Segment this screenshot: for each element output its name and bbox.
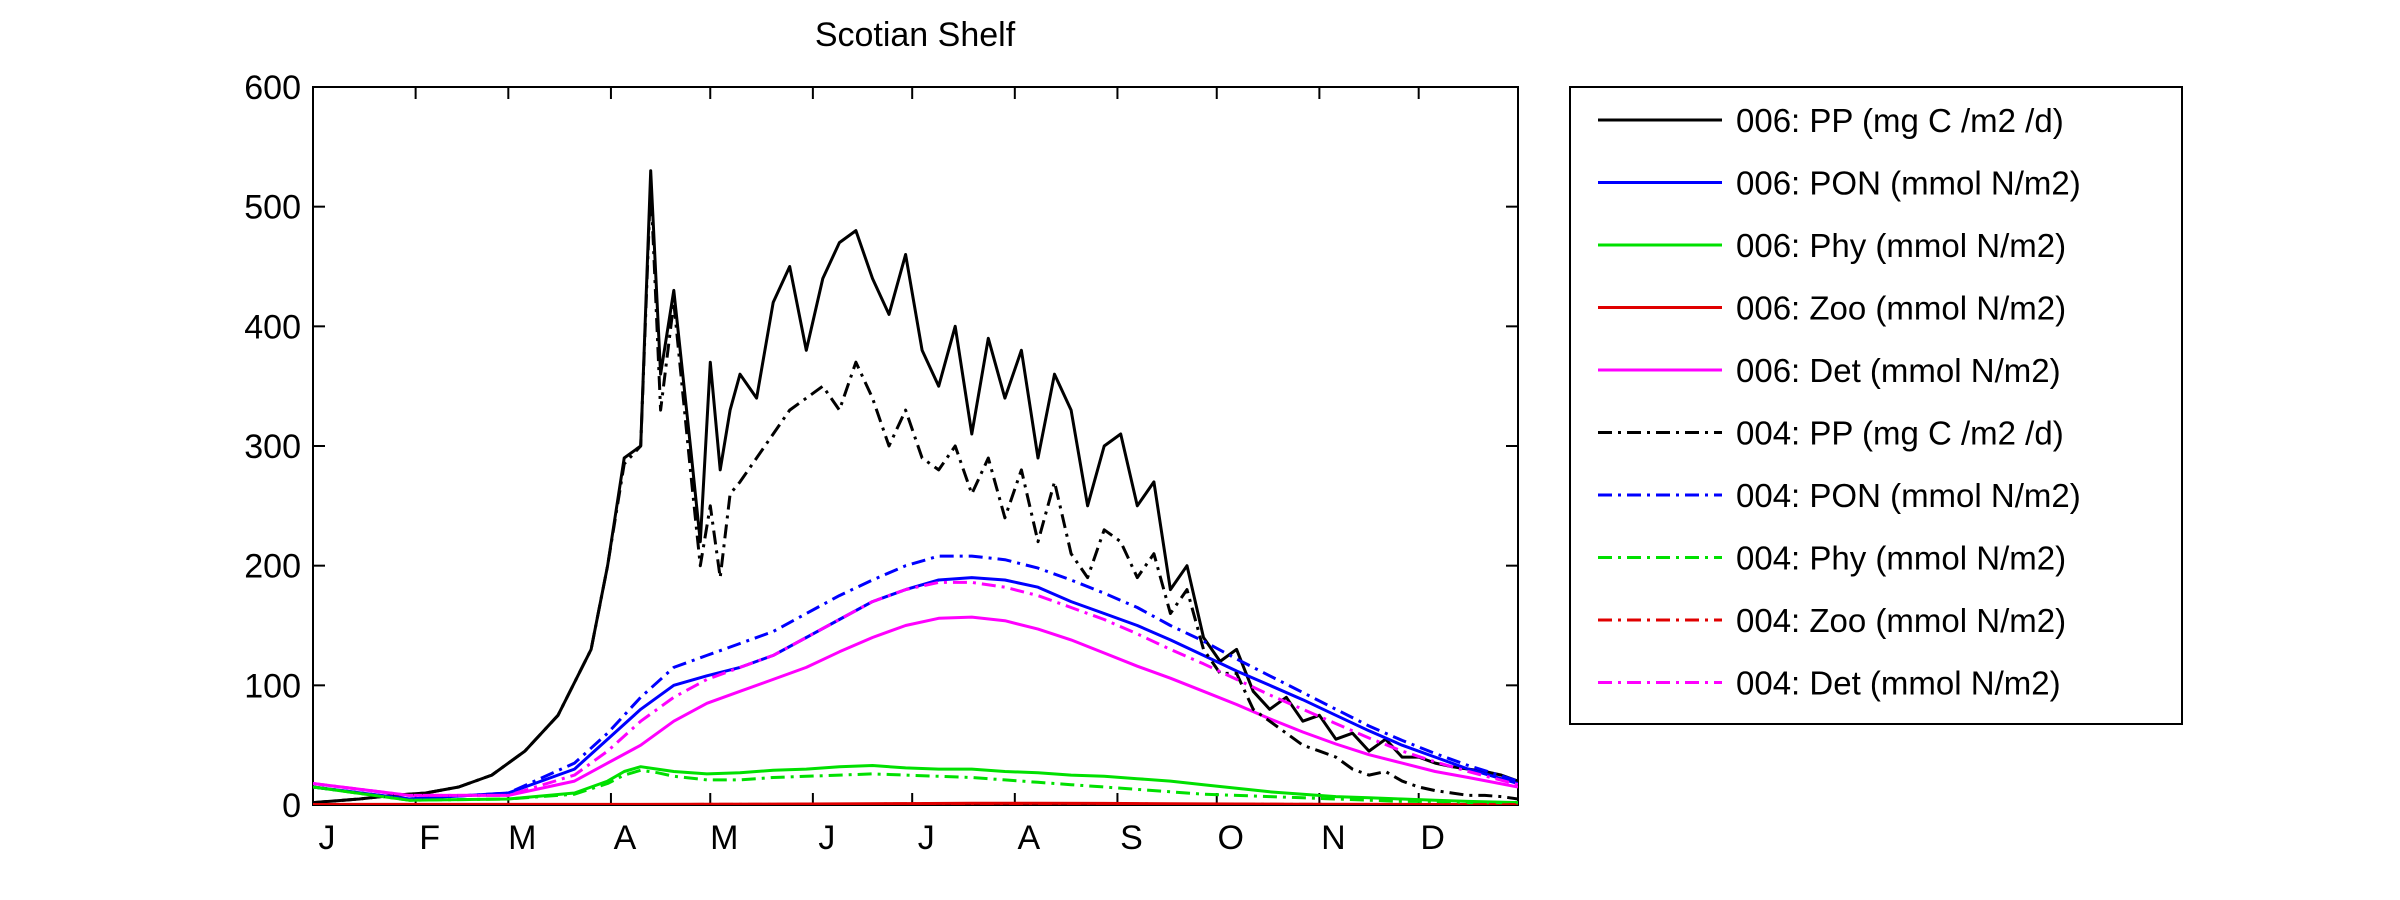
legend-label-8: 004: Zoo (mmol N/m2) bbox=[1736, 602, 2066, 639]
series-line-4 bbox=[313, 615, 1518, 797]
legend-label-6: 004: PON (mmol N/m2) bbox=[1736, 477, 2081, 514]
x-tick-label: J bbox=[918, 819, 935, 857]
y-tick-label: 600 bbox=[244, 69, 301, 107]
legend-label-0: 006: PP (mg C /m2 /d) bbox=[1736, 102, 2064, 139]
series-line-6 bbox=[313, 554, 1518, 801]
x-tick-label: M bbox=[710, 819, 738, 857]
x-tick-label: S bbox=[1120, 819, 1143, 857]
series-line-9 bbox=[313, 580, 1518, 797]
x-tick-label: N bbox=[1321, 819, 1346, 857]
series-line-1 bbox=[313, 576, 1518, 801]
x-tick-label: O bbox=[1218, 819, 1244, 857]
legend-label-4: 006: Det (mmol N/m2) bbox=[1736, 352, 2061, 389]
legend-label-1: 006: PON (mmol N/m2) bbox=[1736, 165, 2081, 202]
x-tick-label: F bbox=[419, 819, 440, 857]
x-tick-label: M bbox=[508, 819, 536, 857]
legend-label-3: 006: Zoo (mmol N/m2) bbox=[1736, 290, 2066, 327]
chart-title: Scotian Shelf bbox=[815, 16, 1016, 54]
legend-label-9: 004: Det (mmol N/m2) bbox=[1736, 665, 2061, 702]
legend: 006: PP (mg C /m2 /d) 006: PON (mmol N/m2… bbox=[1598, 102, 2081, 702]
series-line-2 bbox=[313, 764, 1518, 805]
x-tick-label: A bbox=[614, 819, 637, 857]
legend-label-7: 004: Phy (mmol N/m2) bbox=[1736, 540, 2066, 577]
y-tick-label: 200 bbox=[244, 548, 301, 586]
x-tick-label: D bbox=[1420, 819, 1445, 857]
series-line-5 bbox=[313, 181, 1518, 805]
series-line-7 bbox=[313, 768, 1518, 805]
y-tick-label: 300 bbox=[244, 428, 301, 466]
y-tick-label: 500 bbox=[244, 189, 301, 227]
legend-box bbox=[1569, 86, 2183, 725]
y-tick-label: 400 bbox=[244, 308, 301, 346]
y-tick-label: 100 bbox=[244, 667, 301, 705]
plot-area: 0 100 200 300 400 500 600 J F M A M J J A S O N D bbox=[244, 69, 1519, 857]
plot-frame bbox=[312, 86, 1519, 806]
legend-label-5: 004: PP (mg C /m2 /d) bbox=[1736, 415, 2064, 452]
x-tick-label: J bbox=[319, 819, 336, 857]
y-tick-label: 0 bbox=[282, 787, 301, 825]
series-line-0 bbox=[313, 169, 1518, 805]
series-line-8 bbox=[313, 802, 1518, 805]
x-tick-label: A bbox=[1017, 819, 1040, 857]
x-tick-label: J bbox=[818, 819, 835, 857]
legend-label-2: 006: Phy (mmol N/m2) bbox=[1736, 227, 2066, 264]
